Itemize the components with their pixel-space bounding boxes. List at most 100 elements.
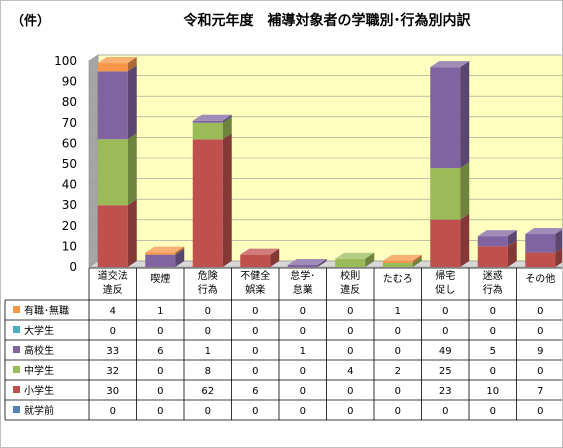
bar-segment: [525, 234, 556, 253]
bar-segment-side: [222, 114, 232, 123]
data-table-value: 0: [157, 366, 163, 377]
bar-segment: [430, 67, 461, 169]
legend-key: [13, 386, 20, 393]
data-table-value: 0: [300, 366, 306, 377]
bar-segment-side: [175, 246, 185, 255]
category-label: 促し: [435, 283, 455, 296]
data-table-value: 0: [490, 406, 496, 417]
data-table-value: 0: [110, 326, 116, 337]
y-tick-label: 90: [62, 75, 77, 89]
data-table-value: 0: [347, 406, 353, 417]
data-table-value: 2: [395, 366, 401, 377]
legend-label: 有職･無職: [24, 304, 69, 317]
category-label: 怠業: [293, 283, 313, 296]
data-table-value: 0: [395, 326, 401, 337]
bar-segment: [192, 122, 223, 140]
bar-top: [335, 252, 375, 259]
category-label: 校則: [340, 269, 360, 282]
category-label: 怠学･: [290, 269, 315, 282]
bar-top: [192, 114, 232, 121]
bar-segment: [145, 254, 176, 267]
category-label: 迷惑: [483, 269, 503, 282]
bar-segment-side: [507, 230, 517, 247]
bar-segment: [240, 254, 271, 267]
data-table-value: 0: [205, 306, 211, 317]
bar-segment: [335, 258, 366, 267]
bar-segment-side: [222, 133, 232, 267]
bar-segment-side: [460, 213, 470, 267]
y-tick-label: 70: [62, 116, 77, 130]
category-label: 危険: [198, 270, 218, 282]
data-table-value: 0: [252, 306, 258, 317]
bar-segment-side: [127, 57, 137, 72]
data-table-value: 0: [300, 326, 306, 337]
legend-key: [13, 366, 20, 373]
data-table-value: 33: [106, 346, 119, 357]
category-label: たむろ: [383, 273, 413, 285]
data-table-value: 0: [490, 366, 496, 377]
data-table-value: 6: [252, 386, 258, 397]
y-tick-label: 20: [62, 219, 77, 233]
y-tick-label: 80: [62, 95, 77, 109]
data-table-value: 9: [537, 346, 543, 357]
bar-segment: [430, 168, 461, 220]
data-table-value: 0: [157, 386, 163, 397]
data-table-value: 25: [439, 366, 452, 377]
data-table-value: 10: [486, 386, 499, 397]
bar-segment: [97, 71, 128, 140]
category-label: 行為: [483, 283, 503, 296]
bar-segment-side: [460, 61, 470, 169]
data-table-value: 1: [300, 346, 306, 357]
data-table-value: 0: [252, 366, 258, 377]
data-table-value: 0: [300, 306, 306, 317]
data-table-value: 0: [252, 346, 258, 357]
bar-segment: [477, 246, 508, 267]
data-table-value: 0: [442, 326, 448, 337]
bar-segment: [145, 252, 176, 255]
category-label: 帰宅: [435, 269, 455, 282]
bar-top: [382, 254, 422, 261]
y-tick-label: 100: [54, 54, 77, 68]
y-tick-label: 60: [62, 136, 77, 150]
data-table-value: 8: [205, 366, 211, 377]
data-table-value: 6: [157, 346, 163, 357]
data-table-value: 0: [252, 406, 258, 417]
legend-label: 就学前: [24, 404, 54, 417]
bar-segment-side: [507, 240, 517, 267]
chart-title: 令和元年度 補導対象者の学職別･行為別内訳: [183, 12, 472, 29]
bar-top: [477, 230, 517, 237]
bar-top: [430, 61, 470, 68]
category-label: 違反: [340, 283, 360, 296]
data-table-value: 0: [490, 326, 496, 337]
bar-segment: [477, 236, 508, 247]
data-table-value: 0: [252, 326, 258, 337]
bar-segment-side: [365, 252, 375, 267]
data-table-value: 0: [347, 346, 353, 357]
data-table-value: 62: [201, 386, 214, 397]
data-table-value: 0: [442, 306, 448, 317]
data-table-value: 0: [347, 386, 353, 397]
data-table-value: 0: [110, 406, 116, 417]
legend-key: [13, 306, 20, 313]
data-table-value: 0: [537, 406, 543, 417]
y-tick-label: 30: [62, 198, 77, 212]
data-table-value: 0: [205, 326, 211, 337]
bar-segment-side: [127, 199, 137, 267]
data-table-value: 0: [157, 406, 163, 417]
bar-segment: [97, 63, 128, 72]
data-table-value: 32: [106, 366, 119, 377]
category-label: 行為: [198, 283, 218, 296]
category-label: 喫煙: [150, 273, 170, 285]
bar-segment-side: [127, 65, 137, 140]
data-table-value: 0: [205, 406, 211, 417]
y-tick-label: 10: [62, 239, 77, 253]
y-tick-label: 40: [62, 178, 77, 192]
data-table-value: 23: [439, 386, 452, 397]
data-table-value: 0: [537, 366, 543, 377]
y-tick-label: 50: [62, 157, 77, 171]
data-table-value: 0: [442, 406, 448, 417]
data-table-value: 30: [106, 386, 119, 397]
bar-segment: [97, 205, 128, 267]
data-table-value: 1: [157, 306, 163, 317]
